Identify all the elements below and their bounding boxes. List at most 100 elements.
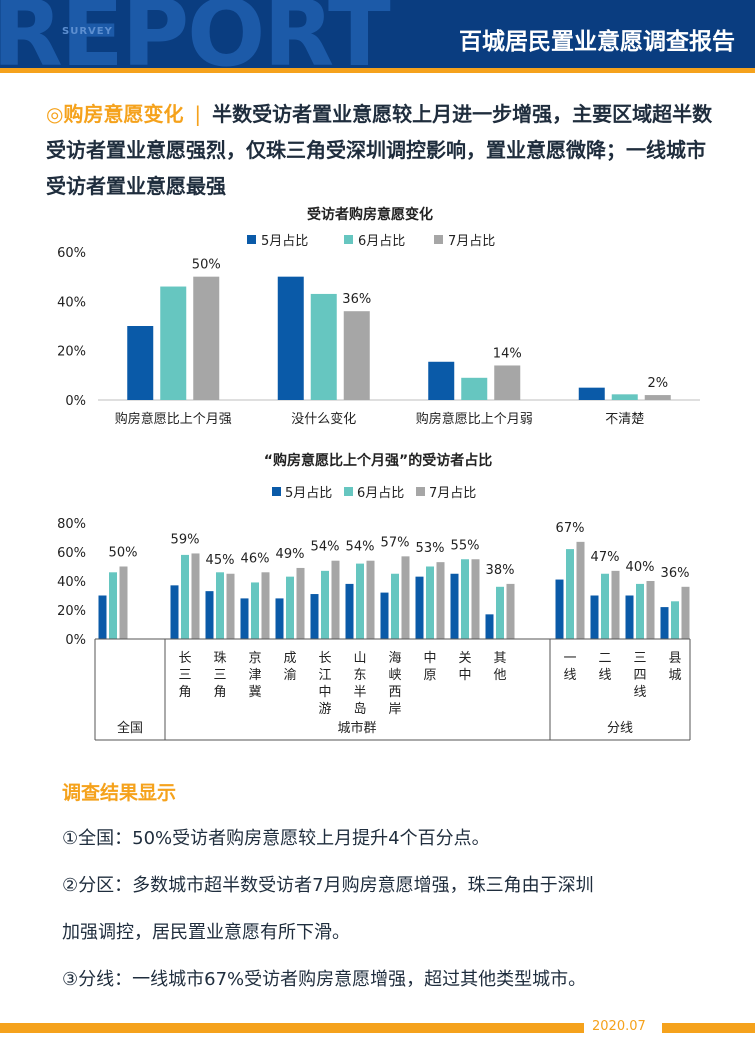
chart2-category-label: 全国 (117, 720, 143, 736)
chart1-category-label: 购房意愿比上个月弱 (416, 411, 533, 427)
chart2-category-label: 三 (178, 668, 191, 683)
chart2-category-label: 四 (633, 668, 646, 683)
chart2-category-label: 关 (458, 651, 471, 666)
chart2-data-label: 36% (661, 566, 690, 581)
chart2-bar (331, 560, 340, 639)
chart1-data-label: 50% (192, 258, 221, 273)
footer-date: 2020.07 (592, 1019, 646, 1034)
chart2-legend-label: 5月占比 (285, 486, 332, 501)
chart1-bar (343, 311, 370, 400)
chart2-category-label: 峡 (388, 668, 401, 683)
chart1-bar (428, 361, 455, 400)
chart2-data-label: 54% (346, 540, 375, 555)
chart2-category-label: 角 (178, 685, 191, 700)
chart2-ytick: 20% (57, 604, 86, 619)
chart2-category-label: 中 (458, 668, 471, 683)
chart2-bar (119, 566, 128, 639)
chart2-data-label: 49% (276, 547, 305, 562)
chart2-category-label: 二 (598, 651, 611, 666)
chart2-ytick: 40% (57, 575, 86, 590)
chart1-bar (277, 276, 304, 400)
chart2-data-label: 67% (556, 521, 585, 536)
chart2-legend-swatch (272, 487, 281, 496)
chart2-bar (401, 556, 410, 639)
chart2-bar (601, 573, 609, 639)
chart2-bar (356, 563, 364, 639)
chart2-category-label: 线 (563, 668, 576, 683)
chart2-ytick: 0% (65, 633, 86, 648)
chart2-bar (660, 607, 669, 639)
chart2-bar (380, 592, 389, 639)
report-logo: REPORT (0, 0, 391, 68)
chart1-bar (494, 365, 521, 400)
chart2-bar (426, 566, 434, 639)
chart2-bar (496, 586, 504, 639)
chart2-bar (506, 583, 515, 639)
chart2-category-label: 一 (563, 651, 576, 666)
chart2-bar (286, 576, 294, 639)
chart1-legend-label: 6月占比 (358, 234, 405, 249)
chart2-category-label: 三 (633, 651, 646, 666)
chart1-bar (644, 395, 671, 400)
chart2-bar (240, 598, 249, 639)
chart2-bar (261, 572, 270, 639)
finding-item: ③分线：一线城市67%受访者购房意愿增强，超过其他类型城市。 (62, 969, 587, 990)
chart2-category-label: 他 (493, 668, 506, 683)
chart2-category-label: 县 (668, 651, 681, 666)
chart1-ytick: 40% (57, 295, 86, 310)
chart1-data-label: 2% (647, 376, 668, 391)
chart2-bar (646, 581, 655, 639)
headline-separator: | (194, 102, 202, 126)
chart1-ytick: 0% (65, 394, 86, 409)
chart2-data-label: 40% (626, 560, 655, 575)
chart2-bar (170, 585, 179, 639)
chart2-bar (461, 559, 469, 639)
chart2-bar (636, 583, 644, 639)
chart2-bar (450, 573, 459, 639)
chart2-category-label: 冀 (248, 684, 261, 700)
chart2-bar (205, 591, 214, 639)
chart2-category-label: 线 (633, 685, 646, 700)
chart1-bar (461, 377, 488, 400)
chart2-category-label: 京 (248, 651, 261, 666)
chart1-category-label: 不清楚 (605, 412, 644, 427)
chart2-legend-swatch (416, 487, 425, 496)
chart2-bar (109, 572, 117, 639)
chart2-data-label: 53% (416, 541, 445, 556)
chart1-bar (160, 286, 187, 400)
chart2-category-label: 岛 (353, 701, 366, 717)
chart2-category-label: 其 (493, 651, 506, 666)
chart1-legend-label: 5月占比 (261, 234, 308, 249)
chart1-legend-swatch (434, 235, 443, 244)
findings-section: 调查结果显示 ①全国：50%受访者购房意愿较上月提升4个百分点。 ②分区：多数城… (62, 778, 722, 1003)
chart1-category-label: 购房意愿比上个月强 (115, 411, 232, 427)
chart1-bar (578, 387, 605, 400)
chart1-legend-swatch (247, 235, 256, 244)
chart2-category-label: 成 (283, 651, 296, 666)
chart2-category-label: 半 (353, 685, 366, 700)
chart2-category-label: 山 (353, 651, 366, 666)
chart2-category-label: 城 (668, 668, 681, 683)
chart2-group-label: 城市群 (337, 720, 376, 736)
chart1-legend-swatch (344, 235, 353, 244)
headline: ◎购房意愿变化 | 半数受访者置业意愿较上月进一步增强，主要区域超半数受访者置业… (46, 96, 716, 204)
chart2-bar (310, 594, 319, 639)
chart2-data-label: 38% (486, 563, 515, 578)
chart2-category-label: 三 (213, 668, 226, 683)
chart2-category-label: 游 (318, 702, 331, 717)
chart2-title: “购房意愿比上个月强”的受访者占比 (264, 452, 492, 469)
chart1-title: 受访者购房意愿变化 (307, 206, 433, 223)
headline-tag: ◎购房意愿变化 (46, 102, 184, 126)
findings-title: 调查结果显示 (62, 782, 177, 804)
chart2-category-label: 中 (423, 651, 436, 666)
chart2-bar (566, 549, 574, 639)
chart2-bar (216, 572, 224, 639)
chart2-bar (191, 553, 200, 639)
chart2-category-label: 线 (598, 668, 611, 683)
chart2-ytick: 80% (57, 517, 86, 532)
chart2-category-label: 江 (318, 668, 331, 683)
chart2-data-label: 45% (206, 553, 235, 568)
report-title: 百城居民置业意愿调查报告 (459, 29, 735, 55)
chart1-legend-label: 7月占比 (448, 234, 495, 249)
report-logo-sub: SURVEY (62, 26, 113, 37)
